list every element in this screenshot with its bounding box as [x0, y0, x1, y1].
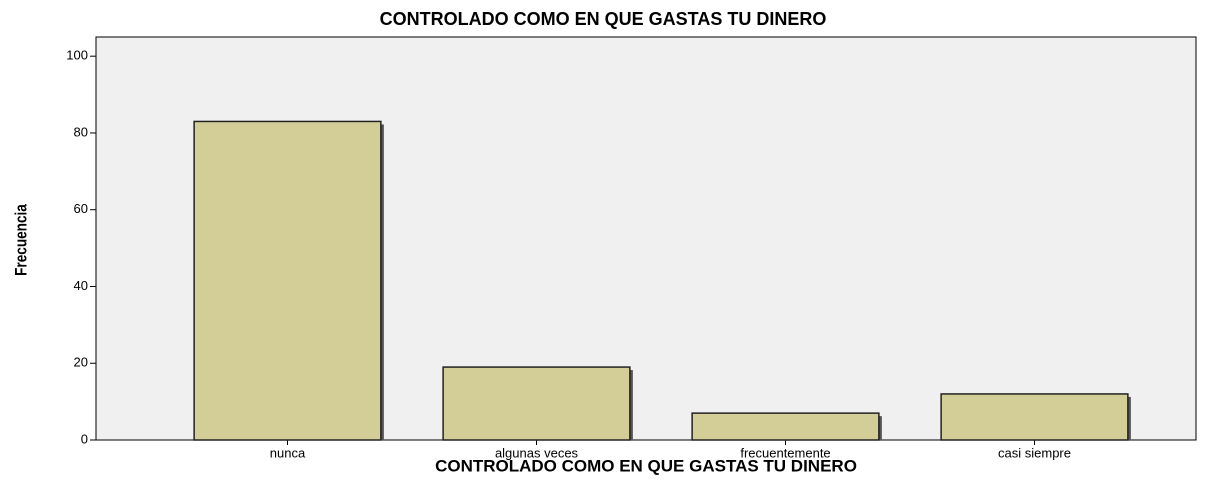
y-tick-label: 0	[81, 431, 88, 446]
bar	[940, 393, 1129, 441]
x-tick-label: nunca	[270, 445, 306, 460]
y-tick-label: 100	[66, 48, 88, 63]
y-tick-label: 40	[74, 278, 88, 293]
y-tick-label: 20	[74, 355, 88, 370]
x-axis-title: CONTROLADO COMO EN QUE GASTAS TU DINERO	[435, 456, 857, 475]
y-axis-title: Frecuencia	[12, 204, 31, 276]
x-tick-label: frecuentemente	[740, 445, 830, 460]
bar	[442, 366, 631, 441]
bar	[691, 412, 880, 441]
x-tick-label: casi siempre	[998, 445, 1071, 460]
y-tick-label: 80	[74, 124, 88, 139]
x-tick-label: algunas veces	[495, 445, 579, 460]
chart-title: CONTROLADO COMO EN QUE GASTAS TU DINERO	[380, 9, 827, 29]
bar	[193, 120, 382, 441]
y-tick-label: 60	[74, 201, 88, 216]
